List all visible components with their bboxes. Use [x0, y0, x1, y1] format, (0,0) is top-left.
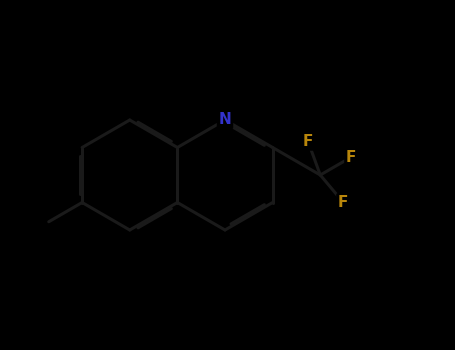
Text: F: F [303, 134, 313, 149]
Text: F: F [346, 150, 356, 164]
Text: N: N [219, 112, 232, 127]
Text: F: F [338, 195, 349, 210]
